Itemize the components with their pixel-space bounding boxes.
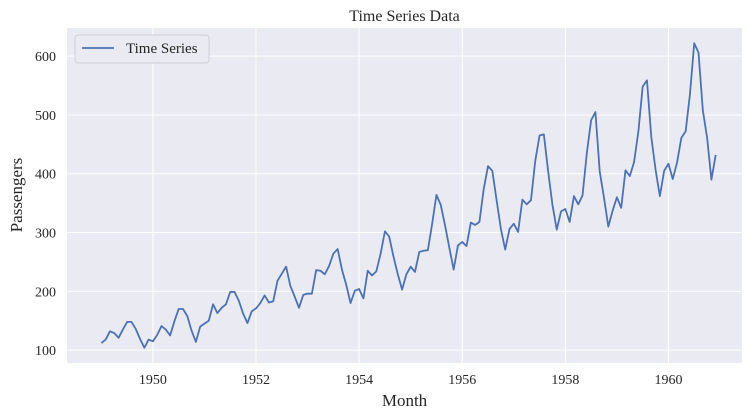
x-axis-label: Month: [382, 391, 428, 410]
chart-title: Time Series Data: [349, 8, 460, 25]
y-tick-label: 300: [35, 227, 56, 242]
legend-box: [74, 34, 210, 64]
x-tick-label: 1956: [448, 373, 476, 388]
legend-label: Time Series: [126, 41, 198, 57]
legend: Time Series: [74, 34, 210, 64]
y-tick-label: 400: [35, 168, 56, 183]
series-line-time-series: [100, 42, 717, 349]
y-tick-label: 500: [35, 109, 56, 124]
tick-labels: 1950 1952 1954 1956 1958 1960 100 200 300 400 500 6…: [35, 50, 682, 388]
y-tick-label: 600: [35, 50, 56, 65]
y-tick-label: 100: [35, 344, 56, 359]
x-tick-label: 1954: [345, 373, 373, 388]
plot-area: [67, 28, 742, 363]
y-tick-label: 200: [35, 285, 56, 300]
x-tick-label: 1950: [139, 373, 167, 388]
x-tick-label: 1958: [551, 373, 579, 388]
x-tick-label: 1960: [654, 373, 682, 388]
x-tick-label: 1952: [242, 373, 270, 388]
y-axis-label: Passengers: [7, 158, 26, 233]
